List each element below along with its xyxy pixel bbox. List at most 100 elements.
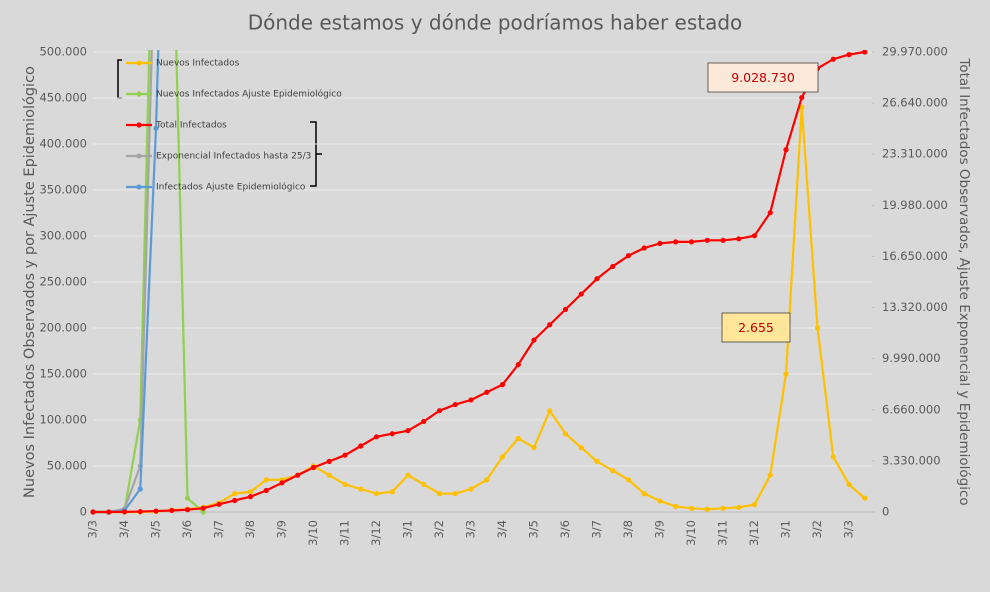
x-tick-label: 3/5 (149, 520, 163, 539)
annotation-text: 2.655 (738, 320, 774, 335)
y2-tick-label: 6.660.000 (882, 402, 941, 416)
x-tick-label: 3/1 (401, 520, 415, 539)
y2-tick-label: 9.990.000 (882, 351, 941, 365)
point (720, 237, 726, 243)
point (688, 239, 695, 245)
plot-area (90, 50, 868, 515)
point (90, 509, 96, 515)
legend-label: Exponencial Infectados hasta 25/3 (156, 152, 311, 162)
legend-bracket (310, 121, 322, 187)
y2-tick-label: 3.330.000 (882, 453, 941, 467)
point (421, 418, 427, 425)
point (499, 454, 506, 460)
point (767, 210, 773, 216)
legend-marker (136, 153, 142, 159)
point (846, 481, 852, 487)
point (704, 237, 710, 243)
x-tick-label: 3/3 (464, 520, 478, 539)
y-tick-label: 50.000 (47, 459, 87, 473)
x-tick-label: 3/2 (810, 520, 824, 539)
y-tick-label: 0 (80, 505, 87, 519)
y2-tick-label: 23.310.000 (882, 147, 948, 161)
x-tick-label: 3/8 (243, 520, 257, 539)
point (200, 505, 206, 511)
legend-marker (136, 122, 142, 128)
point (153, 508, 159, 514)
series-line (93, 107, 866, 514)
point (688, 505, 695, 511)
x-tick-label: 3/7 (590, 520, 604, 539)
point (484, 477, 490, 483)
annotation-text: 9.028.730 (731, 70, 795, 85)
point (751, 233, 758, 239)
point (389, 489, 395, 495)
point (720, 505, 726, 511)
x-tick-label: 3/10 (684, 520, 698, 546)
y-tick-label: 500.000 (39, 45, 87, 59)
point (358, 443, 364, 449)
point (184, 507, 191, 513)
point (625, 253, 632, 259)
point (799, 104, 805, 110)
point (499, 382, 506, 388)
x-tick-label: 3/11 (338, 520, 352, 546)
y-tick-label: 200.000 (39, 321, 87, 335)
point (862, 50, 868, 55)
point (452, 401, 458, 408)
point (531, 337, 537, 343)
point (515, 362, 521, 368)
point (373, 491, 380, 497)
x-tick-label: 3/8 (621, 520, 635, 539)
point (531, 445, 537, 451)
point (232, 491, 238, 497)
point (421, 481, 427, 487)
point (578, 445, 584, 451)
point (279, 480, 285, 486)
y2-tick-label: 29.970.000 (882, 45, 948, 59)
point (751, 502, 758, 508)
point (641, 245, 647, 251)
point (216, 501, 222, 507)
point (515, 435, 521, 441)
point (673, 239, 679, 245)
point (137, 486, 143, 492)
x-tick-label: 3/1 (779, 520, 793, 539)
point (783, 371, 789, 377)
x-tick-label: 3/5 (527, 520, 541, 539)
y-tick-label: 450.000 (39, 91, 87, 105)
x-tick-label: 3/12 (369, 520, 383, 546)
point (610, 468, 616, 474)
point (436, 491, 443, 497)
x-tick-label: 3/12 (747, 520, 761, 546)
point (736, 504, 742, 510)
y2-tick-label: 0 (882, 505, 889, 519)
point (436, 408, 443, 414)
point (830, 454, 836, 460)
x-tick-label: 3/3 (86, 520, 100, 539)
point (862, 495, 868, 501)
x-tick-label: 3/6 (558, 520, 572, 539)
point (405, 472, 411, 478)
point (405, 428, 411, 434)
point (547, 322, 553, 328)
point (342, 452, 348, 458)
point (326, 458, 332, 464)
point (657, 240, 663, 246)
x-tick-label: 3/4 (117, 520, 131, 539)
point (232, 497, 238, 504)
y2-tick-label: 16.650.000 (882, 249, 948, 263)
point (578, 291, 584, 297)
point (326, 472, 332, 478)
y-tick-label: 400.000 (39, 137, 87, 151)
point (263, 487, 269, 494)
annotation-box (721, 312, 791, 343)
point (767, 472, 773, 478)
y-tick-label: 100.000 (39, 413, 87, 427)
point (358, 486, 364, 492)
point (247, 489, 254, 495)
y-tick-label: 350.000 (39, 183, 87, 197)
point (814, 325, 821, 331)
point (641, 491, 647, 497)
point (799, 94, 805, 101)
point (625, 477, 632, 483)
